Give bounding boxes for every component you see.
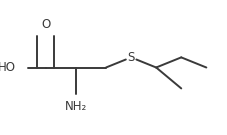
Text: HO: HO (0, 61, 16, 74)
Text: NH₂: NH₂ (65, 100, 87, 113)
Text: O: O (41, 18, 50, 31)
Text: S: S (127, 51, 134, 64)
